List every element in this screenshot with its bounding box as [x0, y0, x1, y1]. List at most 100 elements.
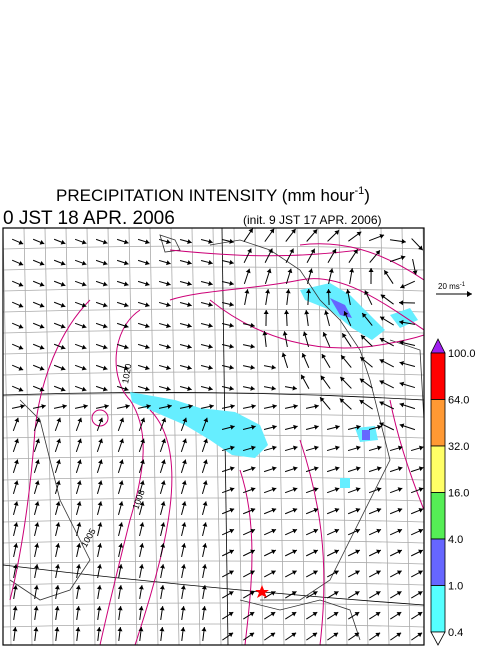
wind-arrow-head — [271, 508, 277, 513]
colorbar-segment — [430, 445, 446, 493]
wind-arrow-head — [39, 323, 45, 329]
wind-arrow-head — [249, 570, 255, 575]
wind-arrow-head — [144, 281, 150, 287]
parallel — [3, 371, 424, 376]
wind-arrow-head — [335, 424, 340, 430]
wind-arrow-head — [18, 240, 24, 245]
wind-arrow-head — [412, 270, 418, 275]
wind-arrow-head — [249, 632, 255, 638]
wind-arrow-head — [249, 612, 255, 617]
wind-arrow-head — [18, 261, 24, 266]
wind-arrow-head — [20, 404, 25, 409]
wind-arrow-head — [54, 606, 60, 611]
wind-arrow-head — [97, 480, 103, 486]
wind-arrow-head — [270, 632, 276, 638]
valid-time: 0 JST 18 APR. 2006 — [3, 208, 175, 229]
parallel — [3, 560, 424, 565]
wind-arrow-head — [271, 385, 276, 391]
wind-arrow-head — [417, 612, 423, 617]
wind-arrow-head — [399, 423, 405, 429]
wind-arrow-head — [418, 487, 424, 492]
wind-arrow-head — [291, 570, 297, 575]
wind-arrow-head — [341, 355, 346, 360]
wind-arrow-head — [34, 501, 40, 506]
wind-arrow-head — [18, 303, 24, 308]
wind-arrow-head — [144, 386, 150, 392]
wind-arrow-head — [271, 528, 277, 534]
wind-arrow-head — [187, 365, 192, 370]
wind-arrow-head — [208, 344, 213, 349]
wind-arrow-head — [333, 591, 339, 596]
wind-arrow-head — [343, 311, 349, 316]
wind-arrow-head — [98, 438, 103, 444]
wind-arrow-head — [76, 543, 82, 548]
wind-arrow-head — [180, 627, 186, 632]
wind-arrow-head — [123, 323, 129, 329]
wind-arrow-head — [230, 404, 235, 409]
meridian — [401, 228, 411, 645]
wind-arrow-head — [314, 404, 319, 409]
wind-arrow-head — [229, 259, 234, 265]
wind-arrow-head — [62, 404, 67, 409]
wind-arrow-head — [39, 260, 45, 266]
wind-arrow-head — [282, 331, 288, 336]
wind-arrow-head — [13, 543, 19, 548]
wind-arrow-head — [119, 417, 125, 423]
wind-arrow-head — [118, 543, 124, 548]
wind-arrow-head — [262, 331, 268, 336]
wind-arrow-head — [60, 365, 66, 371]
wind-arrow-head — [229, 487, 235, 492]
wind-arrow-head — [118, 564, 123, 569]
wind-arrow-head — [187, 344, 192, 349]
major-line — [3, 392, 424, 401]
wind-arrow-head — [54, 585, 60, 590]
wind-arrow-head — [181, 480, 187, 486]
wind-arrow-head — [13, 480, 19, 486]
wind-arrow-head — [399, 300, 404, 306]
wind-arrow-head — [12, 606, 18, 611]
meridian — [296, 228, 306, 645]
wind-arrow-head — [379, 337, 385, 343]
wind-arrow-head — [102, 302, 108, 308]
meridian — [486, 228, 494, 645]
wind-arrow-head — [102, 281, 108, 287]
wind-arrow-head — [39, 386, 45, 392]
wind-arrow-head — [97, 501, 103, 506]
wind-arrow-head — [419, 445, 424, 451]
wind-arrow-head — [166, 239, 171, 245]
wind-arrow-head — [302, 331, 308, 337]
wind-arrow-head — [81, 281, 87, 287]
wind-arrow-head — [400, 283, 405, 289]
wind-arrow-head — [166, 386, 171, 392]
wind-arrow-head — [202, 501, 208, 506]
wind-arrow-head — [187, 386, 192, 391]
wind-arrow-head — [293, 445, 298, 451]
wind-arrow-head — [229, 385, 234, 391]
wind-arrow-head — [345, 289, 351, 294]
wind-arrow-head — [34, 480, 40, 486]
wind-arrow-head — [320, 375, 326, 381]
wind-arrow-head — [291, 228, 296, 234]
wind-vectors — [11, 228, 424, 642]
colorbar-label: 32.0 — [448, 441, 469, 453]
colorbar-segment — [430, 538, 446, 586]
wind-arrow-head — [96, 585, 102, 590]
wind-arrow-head — [55, 522, 61, 527]
wind-arrow-head — [376, 487, 382, 492]
wind-arrow-head — [397, 528, 403, 534]
title: PRECIPITATION INTENSITY (mm hour-1) — [56, 185, 370, 205]
wind-arrow-head — [396, 591, 402, 596]
parallel — [3, 266, 424, 271]
wind-arrow-head — [117, 606, 123, 611]
wind-arrow-head — [81, 386, 87, 392]
wind-arrow-head — [140, 438, 145, 444]
wind-arrow-head — [265, 289, 271, 294]
wind-arrow-head — [180, 606, 186, 611]
wind-arrow-head — [160, 522, 166, 527]
wind-arrow-head — [182, 417, 188, 423]
wind-arrow-head — [300, 374, 306, 380]
wind-arrow-head — [380, 294, 386, 300]
wind-arrow-head — [322, 332, 328, 337]
wind-arrow-head — [167, 404, 172, 409]
wind-arrow-head — [355, 528, 361, 534]
